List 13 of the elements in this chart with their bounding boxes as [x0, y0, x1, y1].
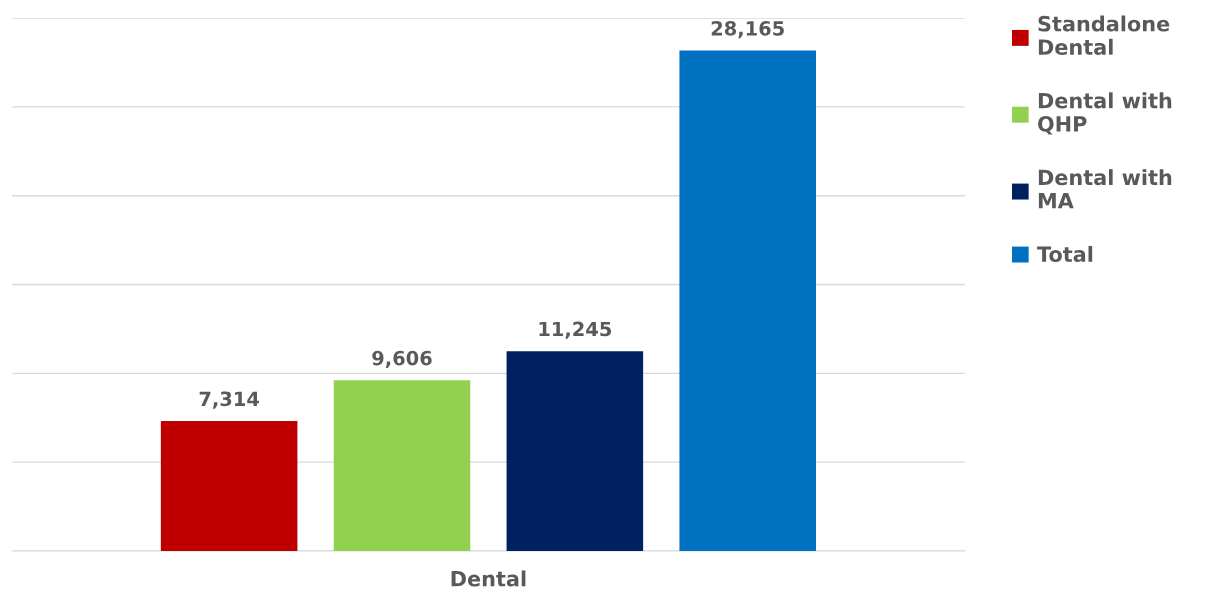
legend-label: Standalone Dental	[1038, 15, 1170, 55]
data-label: 28,165	[711, 20, 784, 39]
data-label: 7,314	[199, 391, 259, 409]
x-axis-title: Dental	[451, 570, 526, 587]
legend-label: Dental with MA	[1038, 169, 1172, 209]
bar	[506, 351, 644, 551]
bar	[333, 380, 471, 551]
legend-label: Total	[1037, 245, 1093, 263]
data-label: 9,606	[372, 350, 432, 368]
bar	[160, 421, 298, 551]
legend-label: Dental with QHP	[1038, 92, 1172, 135]
bar	[679, 50, 816, 551]
data-label: 11,245	[539, 321, 612, 339]
